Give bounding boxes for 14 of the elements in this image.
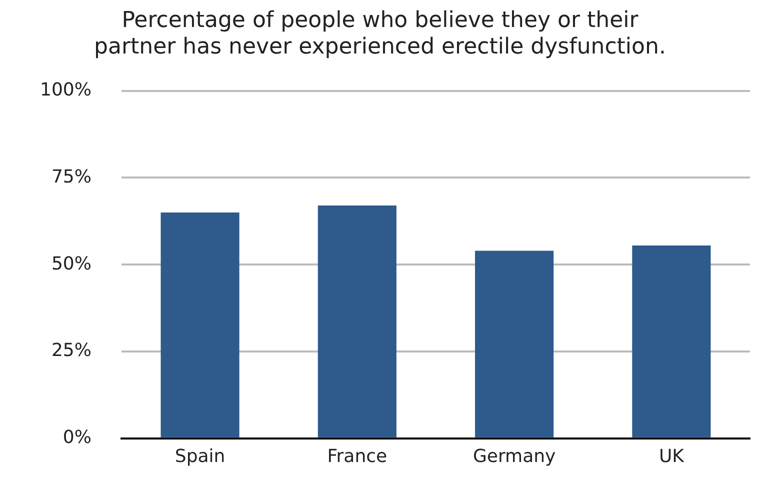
x-tick-label: Spain [174,446,226,467]
y-tick-label: 25% [51,340,92,362]
chart-title: Percentage of people who believe they or their partner has never experienced erectile dysfunction. [94,8,666,60]
y-tick-label: 0% [62,427,92,448]
y-tick-label: 50% [51,253,92,274]
x-tick-label: France [327,446,388,467]
x-tick-label: UK [658,446,686,467]
x-tick-label: Germany [472,446,556,467]
bar [632,245,711,438]
bar [318,206,396,438]
y-tick-label: 100% [40,79,92,100]
y-tick-label: 75% [51,166,92,188]
bar [160,212,240,438]
bar [475,250,554,438]
